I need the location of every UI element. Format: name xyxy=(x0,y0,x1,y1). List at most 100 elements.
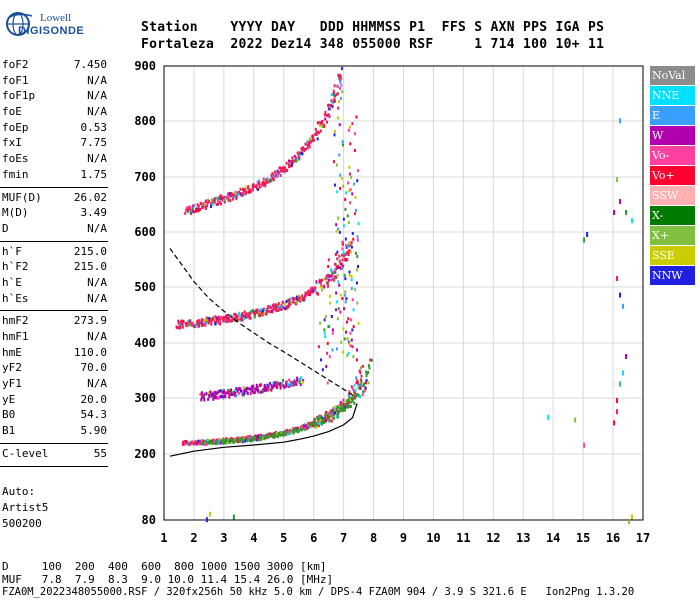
trace-point xyxy=(188,323,191,327)
trace-point xyxy=(210,319,213,323)
trace-point xyxy=(335,347,338,351)
trace-point xyxy=(333,97,336,101)
trace-point xyxy=(246,386,249,390)
trace-point xyxy=(234,391,237,395)
trace-point xyxy=(292,297,295,301)
trace-point xyxy=(351,232,354,235)
trace-point xyxy=(182,440,185,444)
trace-point xyxy=(292,427,295,431)
trace-point xyxy=(275,306,278,310)
trace-point xyxy=(286,299,289,303)
param-row-fof1p: foF1p N/A xyxy=(0,89,112,105)
trace-point xyxy=(308,425,311,429)
trace-point xyxy=(296,157,299,161)
trace-point xyxy=(321,278,324,282)
trace-point xyxy=(227,440,230,444)
trace-point xyxy=(359,384,362,388)
trace-point xyxy=(196,208,199,212)
trace-point xyxy=(213,439,216,443)
trace-point xyxy=(250,385,253,389)
trace-point xyxy=(337,227,340,231)
trace-point xyxy=(333,129,336,133)
trace-point xyxy=(288,298,291,302)
trace-point xyxy=(262,311,265,315)
trace-point xyxy=(347,398,350,402)
trace-point xyxy=(331,415,334,419)
trace-point xyxy=(350,396,353,400)
trace-point xyxy=(335,291,338,295)
trace-point xyxy=(337,116,340,120)
trace-point xyxy=(245,190,248,194)
param-row-fof1: foF1 N/A xyxy=(0,74,112,90)
trace-point xyxy=(318,124,321,128)
trace-point xyxy=(256,180,259,184)
trace-point xyxy=(326,381,329,385)
trace-point xyxy=(346,337,349,341)
trace-point xyxy=(331,328,334,332)
trace-point xyxy=(239,387,242,391)
trace-point xyxy=(219,197,222,201)
trace-point xyxy=(328,107,331,111)
trace-point xyxy=(339,75,342,79)
trace-point xyxy=(185,206,188,210)
trace-point xyxy=(370,358,373,362)
trace-point xyxy=(225,196,228,200)
trace-point xyxy=(287,383,290,387)
trace-point xyxy=(254,436,257,440)
trace-point xyxy=(231,319,234,323)
x-tick-label: 3 xyxy=(220,531,227,545)
legend-item-sse: SSE xyxy=(650,245,695,266)
trace-point xyxy=(255,184,258,188)
trace-point xyxy=(341,253,344,257)
trace-point xyxy=(367,364,370,368)
trace-point xyxy=(265,312,268,316)
param-label: yF1 xyxy=(2,377,22,391)
trace-point xyxy=(180,321,183,325)
trace-point xyxy=(273,170,276,174)
trace-point xyxy=(331,100,334,104)
trace-point xyxy=(281,168,284,172)
trace-point xyxy=(259,314,262,318)
trace-point xyxy=(198,207,201,211)
trace-point xyxy=(191,322,194,326)
trace-point xyxy=(341,143,344,147)
trace-point xyxy=(334,405,337,409)
trace-point xyxy=(355,358,358,362)
trace-point xyxy=(214,322,217,326)
trace-point xyxy=(218,437,221,441)
legend-item-vo: Vo+ xyxy=(650,165,695,186)
trace-point xyxy=(222,317,225,321)
trace-point xyxy=(213,200,216,204)
trace-point xyxy=(287,385,290,389)
scatter-point xyxy=(586,232,589,237)
trace-point xyxy=(241,436,244,440)
trace-point xyxy=(222,319,225,323)
trace-point xyxy=(262,434,265,438)
trace-point xyxy=(295,300,298,304)
trace-point xyxy=(324,417,327,421)
trace-point xyxy=(334,252,337,256)
trace-point xyxy=(221,316,224,320)
param-value: 70.0 xyxy=(80,361,108,375)
trace-point xyxy=(316,137,319,141)
trace-point xyxy=(343,408,346,412)
trace-point xyxy=(314,289,317,293)
trace-point xyxy=(210,202,213,206)
trace-point xyxy=(336,190,339,194)
param-value: 20.0 xyxy=(80,392,108,406)
trace-point xyxy=(276,169,279,173)
trace-point xyxy=(327,278,330,282)
trace-point xyxy=(248,190,251,194)
trace-point xyxy=(337,280,340,284)
trace-point xyxy=(344,405,347,409)
auto-algorithm: Artist5 xyxy=(2,501,49,514)
trace-point xyxy=(279,169,282,173)
trace-point xyxy=(309,293,312,297)
trace-point xyxy=(340,267,343,271)
trace-point xyxy=(295,302,298,306)
trace-point xyxy=(360,378,363,382)
trace-point xyxy=(306,143,309,147)
trace-point xyxy=(191,442,194,446)
param-row-fmin: fmin 1.75 xyxy=(0,168,112,184)
y-tick-label: 80 xyxy=(142,513,156,527)
